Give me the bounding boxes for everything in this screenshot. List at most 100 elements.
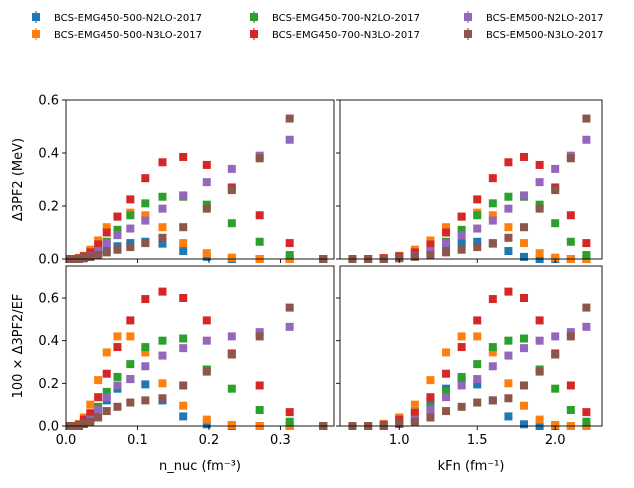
marker-bottom-left-s1-p6 — [102, 348, 111, 357]
marker-bottom-left-s0-p11 — [179, 412, 188, 421]
marker-bottom-right-s3-p8 — [473, 316, 482, 325]
legend-entry-5: BCS-EM500-N3LO-2017 — [464, 28, 604, 41]
marker-top-left-s5-p10 — [158, 233, 167, 242]
marker-bottom-right-s3-p6 — [442, 369, 451, 378]
xlabel-bottom-left: n_nuc (fm⁻³) — [159, 459, 241, 474]
marker-bottom-left-s3-p12 — [202, 316, 211, 325]
marker-bottom-left-s5-p8 — [126, 398, 135, 407]
marker-bottom-left-s4-p13 — [227, 332, 236, 341]
marker-top-left-s4-p13 — [227, 164, 236, 173]
marker-bottom-left-s2-p15 — [285, 417, 294, 426]
marker-top-left-s5-p7 — [113, 245, 122, 254]
marker-bottom-right-s3-p4 — [410, 409, 419, 418]
ytick-label-bottom-left-2: 0.4 — [38, 334, 59, 349]
ytick-label-top-left-1: 0.2 — [38, 200, 59, 215]
marker-bottom-left-s3-p10 — [158, 287, 167, 296]
marker-top-right-s5-p7 — [457, 245, 466, 254]
marker-top-right-s4-p12 — [535, 178, 544, 187]
marker-bottom-right-s5-p14 — [566, 332, 575, 341]
marker-top-right-s4-p11 — [520, 191, 529, 200]
marker-bottom-left-s4-p15 — [285, 322, 294, 331]
marker-top-right-s2-p9 — [488, 199, 497, 208]
marker-top-left-s5-p3 — [79, 254, 88, 263]
marker-top-right-s3-p9 — [488, 174, 497, 183]
legend-label-5: BCS-EM500-N3LO-2017 — [486, 30, 604, 41]
marker-bottom-left-s5-p10 — [158, 394, 167, 403]
marker-bottom-right-s5-p11 — [520, 381, 529, 390]
marker-bottom-right-s2-p14 — [566, 406, 575, 414]
marker-bottom-right-s1-p7 — [457, 332, 466, 341]
marker-top-left-s4-p6 — [102, 239, 111, 248]
marker-bottom-right-s1-p10 — [504, 379, 513, 388]
legend: BCS-EMG450-500-N2LO-2017 BCS-EMG450-500-N… — [32, 11, 604, 41]
legend-entry-4: BCS-EM500-N2LO-2017 — [464, 11, 604, 24]
marker-top-right-s5-p10 — [504, 233, 513, 242]
legend-entry-1: BCS-EMG450-500-N3LO-2017 — [32, 28, 202, 41]
marker-top-left-s5-p4 — [86, 252, 95, 261]
axes-frame-bottom-left — [65, 265, 335, 427]
marker-bottom-right-s4-p10 — [504, 351, 513, 360]
marker-bottom-right-s1-p12 — [535, 415, 544, 424]
marker-bottom-right-s1-p8 — [473, 332, 482, 341]
marker-bottom-right-s5-p4 — [410, 417, 419, 426]
ytick-label-bottom-left-3: 0.6 — [38, 292, 59, 307]
marker-bottom-right-s1-p4 — [410, 400, 419, 409]
legend-entry-2: BCS-EMG450-700-N2LO-2017 — [250, 11, 420, 24]
marker-top-right-s1-p10 — [504, 223, 513, 232]
legend-marker-2 — [250, 13, 258, 21]
marker-bottom-left-s1-p10 — [158, 379, 167, 388]
marker-bottom-right-s5-p8 — [473, 398, 482, 407]
marker-bottom-left-s5-p11 — [179, 381, 188, 390]
marker-bottom-right-s5-p3 — [395, 419, 404, 428]
legend-marker-1 — [32, 30, 40, 38]
ytick-label-top-left-2: 0.4 — [38, 147, 59, 162]
marker-bottom-left-s1-p11 — [179, 401, 188, 410]
marker-bottom-left-s3-p9 — [141, 295, 150, 304]
marker-bottom-left-s2-p10 — [158, 336, 167, 345]
marker-bottom-left-s4-p6 — [102, 393, 111, 402]
marker-bottom-right-s3-p11 — [520, 294, 529, 302]
marker-top-right-s0-p7 — [457, 239, 466, 248]
marker-top-left-s3-p5 — [94, 240, 103, 249]
marker-top-right-s5-p11 — [520, 223, 529, 232]
panel-top-right — [336, 99, 603, 263]
marker-top-left-s1-p11 — [179, 239, 188, 248]
marker-top-right-s2-p8 — [473, 211, 482, 220]
marker-bottom-left-s5-p4 — [86, 417, 95, 426]
marker-bottom-left-s2-p11 — [179, 334, 188, 343]
marker-bottom-left-s3-p15 — [285, 408, 294, 417]
marker-top-left-s1-p13 — [227, 253, 236, 262]
marker-bottom-right-s2-p6 — [442, 387, 451, 396]
marker-bottom-left-s5-p3 — [79, 419, 88, 428]
panel-top-left: 0.0 0.2 0.4 0.6 Δ3PF2 (MeV) — [11, 94, 335, 268]
marker-top-right-s5-p14 — [566, 154, 575, 163]
marker-bottom-right-s2-p10 — [504, 336, 513, 345]
marker-bottom-left-s1-p9 — [141, 348, 150, 357]
ytick-label-bottom-left-0: 0.0 — [38, 420, 59, 435]
marker-top-right-s4-p8 — [473, 224, 482, 233]
marker-top-right-s2-p10 — [504, 192, 513, 201]
marker-top-right-s2-p14 — [566, 237, 575, 246]
axes-frame-top-right — [339, 99, 603, 260]
marker-bottom-right-s3-p12 — [535, 316, 544, 325]
marker-bottom-left-s2-p6 — [102, 387, 111, 396]
marker-top-right-s5-p8 — [473, 243, 482, 252]
ylabel-top-left: Δ3PF2 (MeV) — [11, 138, 26, 221]
marker-top-right-s3-p11 — [520, 152, 529, 161]
marker-bottom-right-s2-p7 — [457, 372, 466, 381]
marker-top-right-s0-p8 — [473, 237, 482, 246]
marker-top-left-s0-p11 — [179, 247, 188, 256]
marker-top-left-s3-p11 — [179, 152, 188, 161]
marker-bottom-left-s4-p14 — [255, 328, 264, 337]
marker-top-left-s5-p15 — [285, 114, 294, 123]
marker-top-right-s4-p15 — [582, 135, 591, 144]
marker-top-left-s3-p8 — [126, 195, 135, 204]
marker-top-left-s4-p12 — [202, 178, 211, 187]
marker-top-left-s4-p9 — [141, 216, 150, 225]
marker-bottom-left-s3-p7 — [113, 343, 122, 352]
marker-top-left-s1-p9 — [141, 211, 150, 220]
marker-top-left-s2-p9 — [141, 199, 150, 208]
marker-bottom-left-s5-p13 — [227, 350, 236, 359]
marker-top-right-s5-p15 — [582, 114, 591, 123]
marker-top-right-s3-p14 — [566, 211, 575, 220]
